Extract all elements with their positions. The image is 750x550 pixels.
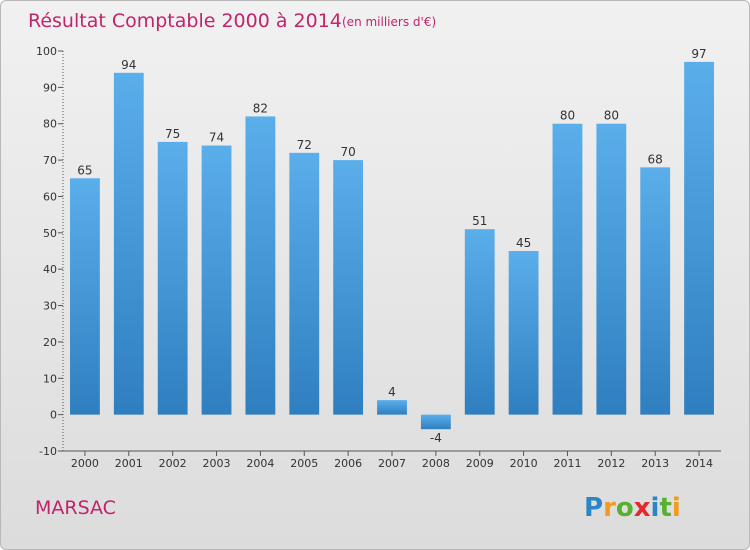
bar-2003 xyxy=(201,145,232,415)
y-tick-label: 30 xyxy=(43,300,57,313)
x-tick-label: 2011 xyxy=(553,457,581,470)
bar-2005 xyxy=(289,152,320,415)
y-tick-label: 80 xyxy=(43,118,57,131)
bar-2011 xyxy=(552,123,583,415)
bar-2009 xyxy=(464,229,495,415)
y-tick-label: 90 xyxy=(43,81,57,94)
chart-title: Résultat Comptable 2000 à 2014 xyxy=(28,10,342,32)
x-tick-label: 2008 xyxy=(422,457,450,470)
y-tick-label: 100 xyxy=(36,45,57,58)
x-tick-label: 2005 xyxy=(290,457,318,470)
x-tick-label: 2010 xyxy=(510,457,538,470)
logo-letter: i xyxy=(672,493,681,523)
data-label-2001: 94 xyxy=(121,58,136,72)
x-tick-label: 2001 xyxy=(115,457,143,470)
data-label-2008: -4 xyxy=(430,431,442,445)
bar-2012 xyxy=(596,123,627,415)
x-tick-label: 2000 xyxy=(71,457,99,470)
y-tick-label: -10 xyxy=(39,445,57,458)
x-tick-label: 2007 xyxy=(378,457,406,470)
logo-letter: r xyxy=(603,493,616,523)
x-tick-label: 2012 xyxy=(597,457,625,470)
chart-subtitle: (en milliers d'€) xyxy=(342,15,436,29)
y-tick-label: 70 xyxy=(43,154,57,167)
data-label-2012: 80 xyxy=(604,109,619,123)
x-tick-label: 2006 xyxy=(334,457,362,470)
bar-2008 xyxy=(420,414,451,430)
x-tick-label: 2002 xyxy=(159,457,187,470)
bar-2000 xyxy=(70,178,100,415)
data-label-2014: 97 xyxy=(691,47,706,61)
data-label-2007: 4 xyxy=(388,385,396,399)
data-label-2000: 65 xyxy=(77,163,92,177)
data-label-2011: 80 xyxy=(560,109,575,123)
logo-letter: P xyxy=(584,493,603,523)
data-label-2013: 68 xyxy=(648,152,663,166)
data-label-2009: 51 xyxy=(472,214,487,228)
bar-2002 xyxy=(157,141,188,415)
bar-2004 xyxy=(245,116,276,415)
logo-letter: x xyxy=(634,493,651,523)
x-tick-label: 2014 xyxy=(685,457,713,470)
bars xyxy=(70,61,714,430)
bar-2013 xyxy=(640,167,671,415)
bar-2007 xyxy=(377,400,407,415)
y-tick-label: 10 xyxy=(43,372,57,385)
logo-letter: o xyxy=(616,493,634,523)
bar-2010 xyxy=(508,251,539,415)
x-tick-label: 2013 xyxy=(641,457,669,470)
x-tick-label: 2004 xyxy=(246,457,274,470)
data-labels: 65 94 75 74 82 72 70 4 -4 51 45 80 80 68 97 xyxy=(77,47,706,445)
y-tick-label: 60 xyxy=(43,190,57,203)
y-tick-label: 40 xyxy=(43,263,57,276)
data-label-2006: 70 xyxy=(340,145,355,159)
logo-letter: i xyxy=(651,493,660,523)
y-tick-label: 50 xyxy=(43,227,57,240)
bar-2014 xyxy=(684,61,714,415)
place-name: MARSAC xyxy=(35,497,116,519)
data-label-2002: 75 xyxy=(165,127,180,141)
bar-2006 xyxy=(333,160,364,415)
axes: -10 0 10 20 30 40 50 60 70 80 90 100 2000 2001 2002 200… xyxy=(36,45,721,470)
y-tick-label: 20 xyxy=(43,336,57,349)
data-label-2004: 82 xyxy=(253,101,268,115)
x-tick-label: 2003 xyxy=(203,457,231,470)
x-tick-label: 2009 xyxy=(466,457,494,470)
data-label-2005: 72 xyxy=(297,138,312,152)
logo-letter: t xyxy=(659,493,671,523)
data-label-2003: 74 xyxy=(209,131,224,145)
proxiti-logo: Proxiti xyxy=(584,493,681,523)
y-tick-label: 0 xyxy=(50,409,57,422)
data-label-2010: 45 xyxy=(516,236,531,250)
bar-2001 xyxy=(113,72,144,415)
